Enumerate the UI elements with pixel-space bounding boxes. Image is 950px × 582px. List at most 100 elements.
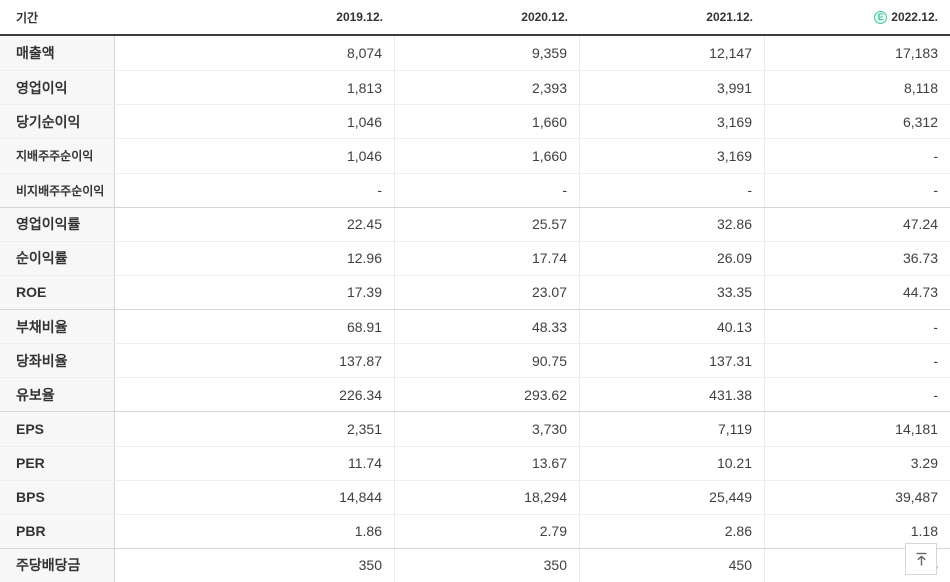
cell-value: 17,183 bbox=[895, 45, 938, 62]
table-row-pbr: PBR 1.86 2.79 2.86 1.18 bbox=[0, 513, 950, 548]
row-label: 지배주주순이익 bbox=[0, 139, 115, 173]
cell-value: - bbox=[933, 182, 938, 199]
cell-value: 32.86 bbox=[580, 207, 765, 241]
cell-value: 36.73 bbox=[902, 250, 938, 267]
table-row-operating-margin: 영업이익률 22.45 25.57 32.86 47.24 bbox=[0, 206, 950, 241]
cell-value: 3.29 bbox=[910, 455, 938, 472]
row-label: 비지배주주순이익 bbox=[0, 173, 115, 207]
table-row-non-controlling-interest-income: 비지배주주순이익 - - - - bbox=[0, 172, 950, 207]
row-label: 순이익률 bbox=[0, 241, 115, 275]
table-row-roe: ROE 17.39 23.07 33.35 44.73 bbox=[0, 274, 950, 309]
row-label: ROE bbox=[0, 275, 115, 309]
cell-value: 350 bbox=[115, 548, 395, 582]
cell-value: 226.34 bbox=[115, 378, 395, 412]
cell-value: 1,660 bbox=[395, 105, 580, 139]
row-label: 매출액 bbox=[0, 36, 115, 71]
cell-value: 23.07 bbox=[395, 275, 580, 309]
cell-value: 2,351 bbox=[115, 412, 395, 446]
cell-value: - bbox=[933, 147, 938, 164]
table-row-debt-ratio: 부채비율 68.91 48.33 40.13 - bbox=[0, 309, 950, 344]
cell-value: - bbox=[580, 173, 765, 207]
cell-value: - bbox=[933, 352, 938, 369]
cell-value: 3,730 bbox=[395, 412, 580, 446]
cell-value: 90.75 bbox=[395, 344, 580, 378]
cell-value: 6,312 bbox=[902, 113, 938, 130]
cell-value: 12.96 bbox=[115, 241, 395, 275]
cell-value: 8,118 bbox=[904, 79, 938, 96]
cell-value: 68.91 bbox=[115, 310, 395, 344]
period-header: 기간 bbox=[16, 10, 39, 25]
row-label: EPS bbox=[0, 412, 115, 446]
cell-value: 137.31 bbox=[580, 344, 765, 378]
cell-value: 44.73 bbox=[902, 284, 938, 301]
cell-value: - bbox=[933, 318, 938, 335]
table-row-net-margin: 순이익률 12.96 17.74 26.09 36.73 bbox=[0, 240, 950, 275]
cell-value: 33.35 bbox=[580, 275, 765, 309]
cell-value: 17.74 bbox=[395, 241, 580, 275]
table-row-quick-ratio: 당좌비율 137.87 90.75 137.31 - bbox=[0, 343, 950, 378]
cell-value: 2.86 bbox=[580, 514, 765, 548]
row-label: 유보율 bbox=[0, 378, 115, 412]
cell-value: 2.79 bbox=[395, 514, 580, 548]
row-label: 당기순이익 bbox=[0, 105, 115, 139]
cell-value: 40.13 bbox=[580, 310, 765, 344]
cell-value: 431.38 bbox=[580, 378, 765, 412]
cell-value: 39,487 bbox=[895, 489, 938, 506]
cell-value: 1,046 bbox=[115, 139, 395, 173]
cell-value: 1.18 bbox=[910, 523, 938, 540]
year-header-2019: 2019.12. bbox=[336, 10, 383, 24]
scroll-to-top-icon bbox=[913, 551, 930, 568]
cell-value: 1.86 bbox=[115, 514, 395, 548]
cell-value: 13.67 bbox=[395, 446, 580, 480]
cell-value: - bbox=[395, 173, 580, 207]
cell-value: 2,393 bbox=[395, 71, 580, 105]
row-label: 주당배당금 bbox=[0, 548, 115, 582]
cell-value: 3,169 bbox=[580, 105, 765, 139]
cell-value: 25.57 bbox=[395, 207, 580, 241]
cell-value: 9,359 bbox=[395, 36, 580, 71]
cell-value: 3,169 bbox=[580, 139, 765, 173]
row-label: 당좌비율 bbox=[0, 344, 115, 378]
cell-value: - bbox=[933, 386, 938, 403]
scroll-to-top-button[interactable] bbox=[905, 543, 937, 575]
row-label: PBR bbox=[0, 514, 115, 548]
row-label: BPS bbox=[0, 480, 115, 514]
table-row-operating-profit: 영업이익 1,813 2,393 3,991 8,118 bbox=[0, 70, 950, 105]
cell-value: 14,181 bbox=[895, 420, 938, 437]
cell-value: 350 bbox=[395, 548, 580, 582]
cell-value: 18,294 bbox=[395, 480, 580, 514]
cell-value: 47.24 bbox=[902, 216, 938, 233]
table-row-net-income: 당기순이익 1,046 1,660 3,169 6,312 bbox=[0, 104, 950, 139]
estimate-badge-icon: E bbox=[874, 10, 888, 24]
cell-value: 12,147 bbox=[580, 36, 765, 71]
cell-value: 293.62 bbox=[395, 378, 580, 412]
cell-value: 25,449 bbox=[580, 480, 765, 514]
table-row-revenue: 매출액 8,074 9,359 12,147 17,183 bbox=[0, 36, 950, 71]
row-label: 부채비율 bbox=[0, 310, 115, 344]
cell-value: - bbox=[115, 173, 395, 207]
table-row-bps: BPS 14,844 18,294 25,449 39,487 bbox=[0, 479, 950, 514]
row-label: 영업이익 bbox=[0, 71, 115, 105]
row-label: PER bbox=[0, 446, 115, 480]
cell-value: 1,813 bbox=[115, 71, 395, 105]
year-header-2020: 2020.12. bbox=[521, 10, 568, 24]
cell-value: 48.33 bbox=[395, 310, 580, 344]
cell-value: 1,660 bbox=[395, 139, 580, 173]
cell-value: 7,119 bbox=[580, 412, 765, 446]
cell-value: 137.87 bbox=[115, 344, 395, 378]
table-row-reserve-ratio: 유보율 226.34 293.62 431.38 - bbox=[0, 377, 950, 412]
cell-value: 11.74 bbox=[115, 446, 395, 480]
cell-value: 8,074 bbox=[115, 36, 395, 71]
cell-value: 450 bbox=[580, 548, 765, 582]
row-label: 영업이익률 bbox=[0, 207, 115, 241]
cell-value: 22.45 bbox=[115, 207, 395, 241]
cell-value: 3,991 bbox=[580, 71, 765, 105]
table-row-eps: EPS 2,351 3,730 7,119 14,181 bbox=[0, 411, 950, 446]
table-body: 매출액 8,074 9,359 12,147 17,183 영업이익 1,813… bbox=[0, 36, 950, 582]
year-header-2021: 2021.12. bbox=[706, 10, 753, 24]
table-row-controlling-interest-income: 지배주주순이익 1,046 1,660 3,169 - bbox=[0, 138, 950, 173]
cell-value: 10.21 bbox=[580, 446, 765, 480]
table-header-row: 기간 2019.12. 2020.12. 2021.12. E 2022.12. bbox=[0, 0, 950, 36]
table-row-per: PER 11.74 13.67 10.21 3.29 bbox=[0, 445, 950, 480]
year-header-2022-estimate: E 2022.12. bbox=[765, 10, 950, 24]
